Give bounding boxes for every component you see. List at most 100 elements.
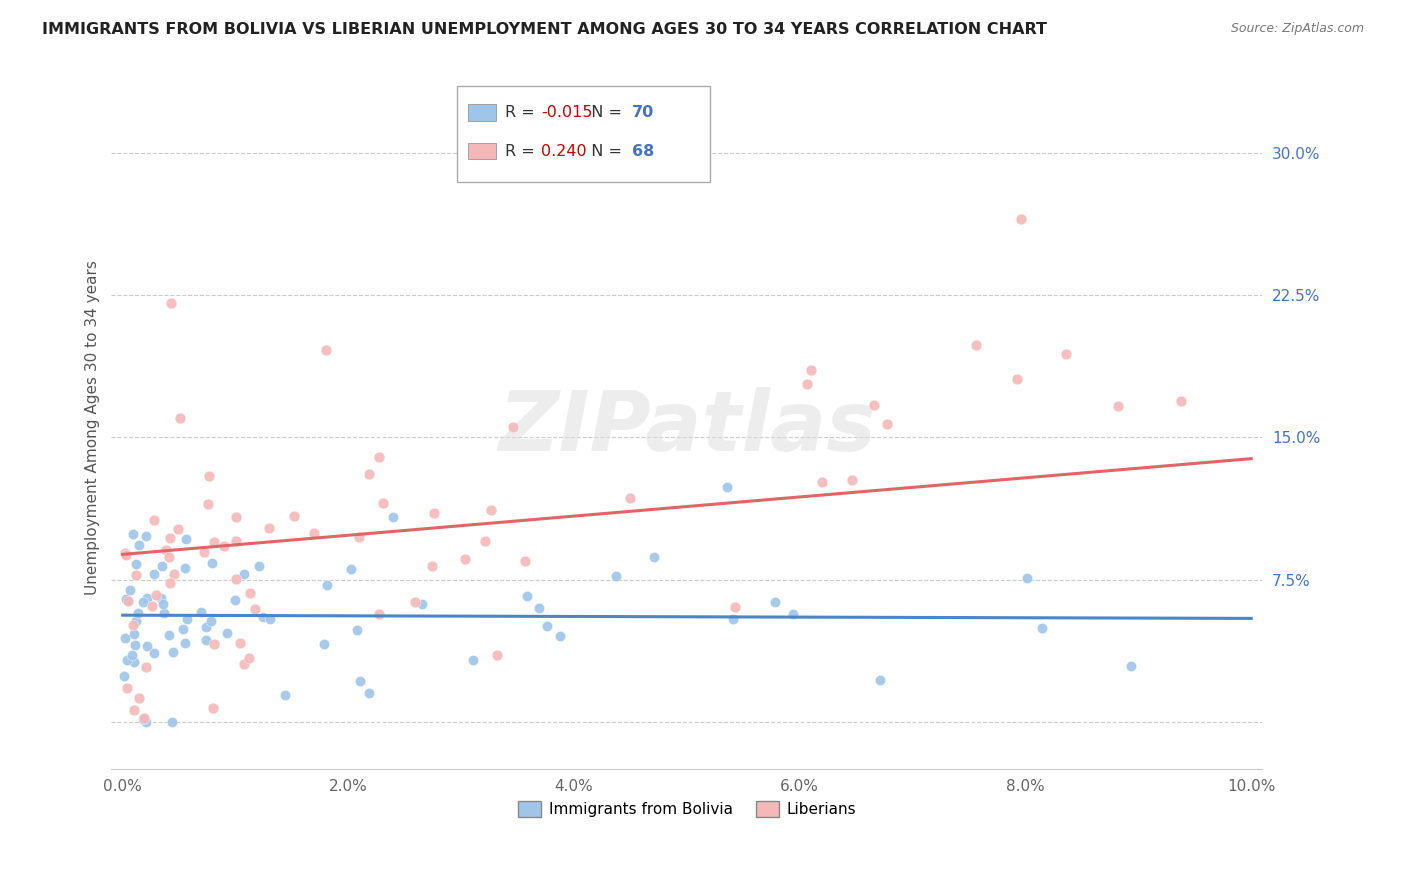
Text: 68: 68	[631, 144, 654, 159]
Point	[233, 657, 256, 671]
Point	[174, 636, 197, 650]
Point	[349, 530, 371, 544]
Point	[346, 623, 368, 637]
Point	[172, 622, 194, 636]
Point	[142, 566, 165, 581]
Point	[841, 473, 863, 487]
Point	[150, 591, 173, 606]
Point	[423, 506, 446, 520]
Point	[763, 594, 786, 608]
Point	[135, 714, 157, 729]
Point	[1107, 400, 1129, 414]
Point	[1015, 571, 1038, 585]
Point	[122, 703, 145, 717]
Point	[228, 636, 250, 650]
Point	[404, 594, 426, 608]
Point	[197, 497, 219, 511]
Point	[643, 549, 665, 564]
Point	[159, 576, 181, 591]
Point	[135, 660, 157, 674]
Text: ZIPatlas: ZIPatlas	[498, 387, 876, 468]
Point	[721, 612, 744, 626]
Point	[550, 629, 572, 643]
Point	[516, 589, 538, 603]
Point	[124, 638, 146, 652]
Point	[225, 533, 247, 548]
Point	[212, 539, 235, 553]
Point	[160, 714, 183, 729]
Point	[1010, 211, 1032, 226]
Point	[862, 398, 884, 412]
Point	[193, 545, 215, 559]
Point	[800, 363, 823, 377]
Point	[195, 620, 218, 634]
Point	[121, 648, 143, 662]
Point	[132, 595, 155, 609]
Point	[122, 618, 145, 632]
Point	[127, 606, 149, 620]
Point	[381, 510, 404, 524]
Point	[198, 469, 221, 483]
Point	[349, 674, 371, 689]
Point	[117, 653, 139, 667]
Point	[368, 450, 391, 465]
Point	[1170, 394, 1192, 409]
Point	[157, 628, 180, 642]
Point	[157, 550, 180, 565]
Point	[117, 681, 139, 695]
Point	[122, 527, 145, 541]
Point	[312, 637, 335, 651]
Text: 70: 70	[631, 105, 654, 120]
Text: -0.015: -0.015	[541, 105, 592, 120]
Point	[252, 610, 274, 624]
Text: Source: ZipAtlas.com: Source: ZipAtlas.com	[1230, 22, 1364, 36]
Point	[163, 567, 186, 582]
Point	[513, 554, 536, 568]
Point	[1005, 372, 1028, 386]
Point	[357, 467, 380, 481]
Text: R =: R =	[505, 144, 540, 159]
Point	[716, 480, 738, 494]
Point	[173, 561, 195, 575]
Point	[132, 713, 155, 727]
Point	[202, 700, 225, 714]
Point	[876, 417, 898, 431]
Point	[479, 503, 502, 517]
Point	[128, 539, 150, 553]
Point	[1054, 347, 1077, 361]
Point	[200, 615, 222, 629]
Point	[160, 296, 183, 310]
Point	[225, 509, 247, 524]
Point	[114, 548, 136, 562]
Point	[159, 532, 181, 546]
Point	[259, 612, 281, 626]
Bar	[468, 143, 496, 160]
Point	[112, 669, 135, 683]
Point	[1119, 658, 1142, 673]
Point	[150, 559, 173, 574]
Point	[169, 411, 191, 425]
Point	[117, 593, 139, 607]
Point	[225, 572, 247, 586]
Point	[125, 558, 148, 572]
Point	[782, 607, 804, 622]
Text: N =: N =	[581, 105, 627, 120]
Point	[141, 599, 163, 614]
Point	[247, 558, 270, 573]
Bar	[468, 104, 496, 120]
Point	[965, 338, 987, 352]
Text: 0.240: 0.240	[541, 144, 586, 159]
Point	[232, 567, 254, 582]
Point	[283, 508, 305, 523]
Point	[274, 688, 297, 702]
Point	[411, 597, 433, 611]
Point	[122, 627, 145, 641]
Point	[810, 475, 832, 489]
Point	[315, 578, 337, 592]
Point	[134, 710, 156, 724]
Point	[224, 593, 246, 607]
Point	[474, 533, 496, 548]
Point	[869, 673, 891, 687]
Point	[115, 591, 138, 606]
Point	[114, 632, 136, 646]
